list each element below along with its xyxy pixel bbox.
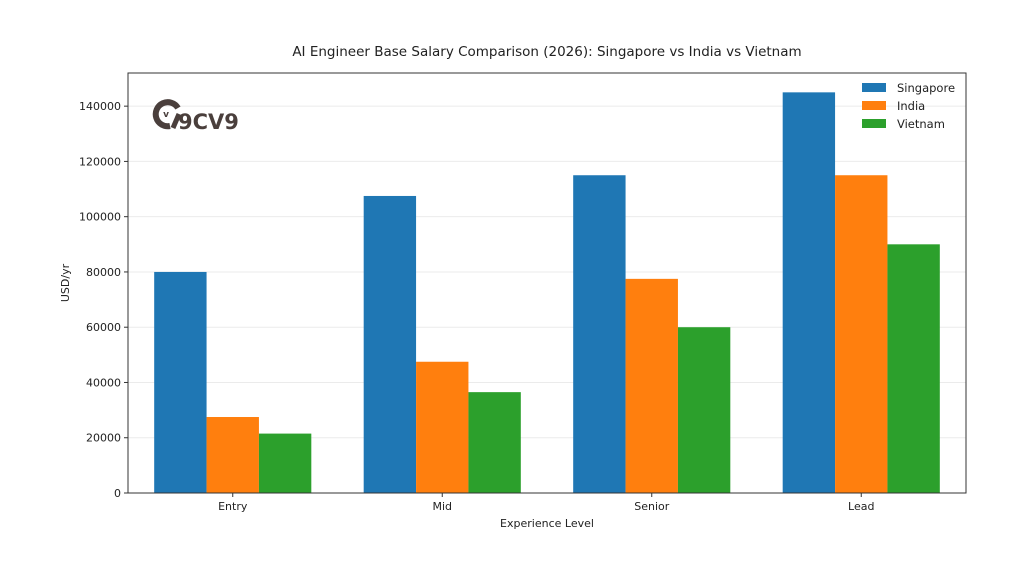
y-tick-label: 140000 — [79, 100, 121, 113]
x-tick-label: Mid — [432, 500, 452, 513]
plot-frame — [127, 72, 967, 494]
legend-label: Vietnam — [897, 117, 945, 131]
bar-vietnam-senior — [677, 327, 731, 493]
legend-label: India — [897, 99, 925, 113]
y-tick-label: 20000 — [86, 432, 121, 445]
legend-swatch — [862, 83, 886, 92]
legend-item-singapore: Singapore — [862, 81, 955, 95]
watermark-logo: v 9CV9 — [152, 99, 239, 134]
bar-singapore-senior — [573, 175, 626, 493]
y-axis: 0 20000 40000 60000 80000 100000 120000 140000 — [79, 100, 128, 500]
bar-india-entry — [206, 417, 259, 493]
x-axis-label: Experience Level — [500, 517, 594, 530]
y-tick-label: 100000 — [79, 211, 121, 224]
y-tick-label: 80000 — [86, 266, 121, 279]
legend-item-vietnam: Vietnam — [862, 117, 945, 131]
9cv9-logo-icon: v — [152, 99, 182, 130]
bars — [154, 92, 940, 494]
y-tick-label: 120000 — [79, 155, 121, 168]
y-tick-label: 0 — [114, 487, 121, 500]
legend-item-india: India — [862, 99, 925, 113]
legend: Singapore India Vietnam — [862, 81, 955, 131]
chart-title: AI Engineer Base Salary Comparison (2026… — [292, 44, 801, 60]
svg-text:v: v — [163, 110, 169, 120]
x-axis: Entry Mid Senior Lead — [218, 493, 874, 513]
y-axis-label: USD/yr — [59, 263, 72, 302]
y-tick-label: 40000 — [86, 376, 121, 389]
x-tick-label: Entry — [218, 500, 248, 513]
bar-vietnam-entry — [258, 433, 312, 493]
bar-singapore-mid — [363, 195, 417, 494]
bar-singapore-entry — [154, 271, 207, 493]
bar-vietnam-lead — [887, 244, 940, 493]
bar-india-senior — [625, 278, 678, 493]
legend-swatch — [862, 101, 886, 110]
bar-india-lead — [835, 175, 888, 493]
bar-india-mid — [416, 361, 469, 493]
watermark-text: 9CV9 — [178, 110, 239, 134]
bar-singapore-lead — [782, 92, 836, 493]
y-tick-label: 60000 — [86, 321, 121, 334]
x-tick-label: Lead — [848, 500, 874, 513]
x-tick-label: Senior — [634, 500, 670, 513]
bar-vietnam-mid — [468, 392, 521, 493]
legend-label: Singapore — [897, 81, 955, 95]
legend-swatch — [862, 119, 886, 128]
